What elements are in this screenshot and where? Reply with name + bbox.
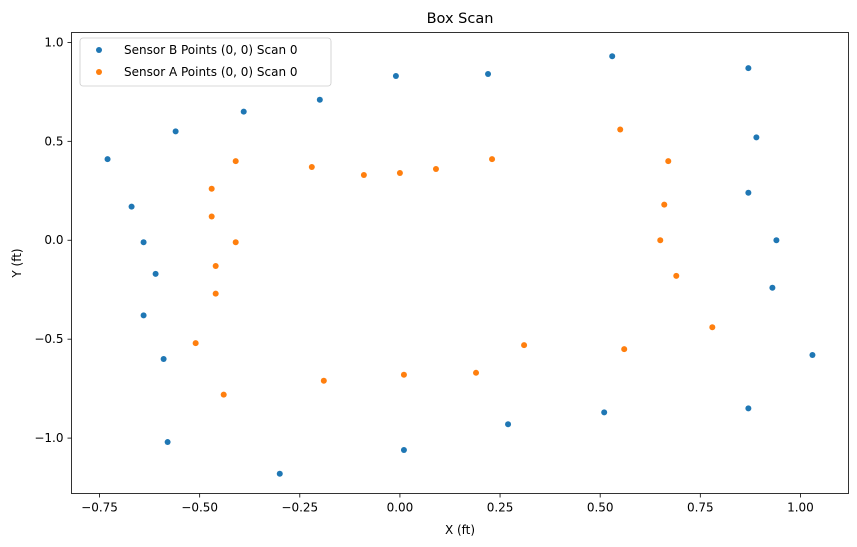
data-point-series0-6 (609, 53, 616, 60)
data-point-series0-5 (485, 71, 492, 78)
data-point-series1-7 (617, 126, 624, 133)
legend-label-sensor-b: Sensor B Points (0, 0) Scan 0 (124, 43, 298, 57)
legend-marker-sensor-a (96, 69, 102, 75)
data-point-series1-10 (657, 237, 664, 244)
chart-title: Box Scan (427, 11, 494, 27)
data-point-series1-8 (665, 158, 672, 165)
data-point-series1-15 (473, 369, 480, 376)
data-point-series1-16 (400, 371, 407, 378)
x-tick-label: 1.00 (787, 501, 814, 515)
data-point-series0-0 (104, 156, 111, 163)
x-tick-label: 0.75 (687, 501, 714, 515)
data-point-series0-13 (745, 405, 752, 412)
y-tick-label: −0.5 (34, 332, 63, 346)
data-point-series0-16 (400, 446, 407, 453)
legend-label-sensor-a: Sensor A Points (0, 0) Scan 0 (124, 65, 298, 79)
x-tick-label: −0.25 (281, 501, 318, 515)
y-axis-ticks: −1.0 −0.5 0.0 0.5 1.0 (34, 35, 72, 445)
x-tick-label: −0.50 (181, 501, 218, 515)
x-axis-label: X (ft) (445, 523, 475, 537)
data-point-series0-4 (392, 73, 399, 80)
data-point-series0-18 (164, 439, 171, 446)
y-tick-label: 0.0 (44, 233, 63, 247)
data-point-series0-22 (140, 239, 147, 246)
y-tick-label: 0.5 (44, 134, 63, 148)
y-axis-label: Y (ft) (10, 248, 24, 278)
data-point-series1-6 (489, 156, 496, 163)
data-point-series1-3 (360, 171, 367, 178)
x-tick-label: −0.75 (81, 501, 118, 515)
x-tick-label: 0.50 (587, 501, 614, 515)
data-point-series1-20 (212, 290, 219, 297)
data-point-series1-21 (212, 262, 219, 269)
data-point-series1-23 (208, 213, 215, 220)
x-axis-ticks: −0.75 −0.50 −0.25 0.00 0.25 0.50 0.75 1.00 (81, 493, 814, 515)
data-point-series0-17 (276, 470, 283, 477)
data-point-series1-1 (232, 158, 239, 165)
data-point-series1-9 (661, 201, 668, 208)
legend-marker-sensor-b (96, 47, 102, 53)
data-point-series1-22 (232, 239, 239, 246)
data-point-series0-10 (773, 237, 780, 244)
x-tick-label: 0.25 (487, 501, 514, 515)
points-layer (104, 53, 816, 477)
x-tick-label: 0.00 (387, 501, 414, 515)
y-tick-label: −1.0 (34, 431, 63, 445)
data-point-series0-21 (152, 270, 159, 277)
data-point-series0-20 (140, 312, 147, 319)
data-point-series0-9 (745, 189, 752, 196)
data-point-series0-8 (753, 134, 760, 141)
data-point-series1-18 (220, 391, 227, 398)
data-point-series0-7 (745, 65, 752, 72)
data-point-series0-1 (172, 128, 179, 135)
legend: Sensor B Points (0, 0) Scan 0 Sensor A P… (79, 37, 332, 87)
data-point-series1-2 (308, 164, 315, 171)
data-point-series1-13 (621, 346, 628, 353)
data-point-series1-11 (673, 272, 680, 279)
data-point-series1-0 (208, 185, 215, 192)
plot-area-frame (71, 32, 849, 494)
data-point-series0-14 (601, 409, 608, 416)
data-point-series1-17 (320, 377, 327, 384)
y-tick-label: 1.0 (44, 35, 63, 49)
data-point-series1-12 (709, 324, 716, 331)
data-point-series0-3 (316, 96, 323, 103)
data-point-series0-12 (809, 352, 816, 358)
data-point-series0-19 (160, 355, 167, 362)
data-point-series0-2 (240, 108, 247, 115)
data-point-series0-11 (769, 284, 776, 291)
data-point-series1-5 (432, 166, 439, 173)
data-point-series1-4 (396, 169, 403, 176)
data-point-series0-15 (505, 421, 512, 428)
data-point-series1-14 (521, 342, 528, 349)
data-point-series0-23 (128, 203, 135, 210)
data-point-series1-19 (192, 340, 199, 347)
legend-box (79, 37, 332, 87)
